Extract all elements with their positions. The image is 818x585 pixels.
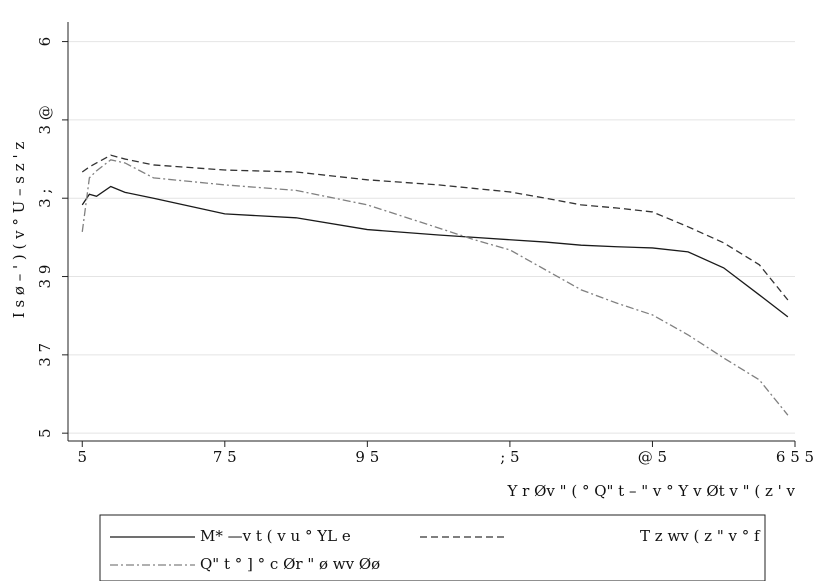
x-tick-label: 6 5 5 [776,448,814,466]
x-axis-title: Y r Øv " ( ° Q" t – " v ° Y v Øt v " ( z… [507,482,796,500]
y-axis-title: I s ø – ' ) ( v ° U – s z ' z [10,142,28,319]
legend-label: T z wv ( z " v ° f [640,527,761,545]
y-tick-label: 5 [36,428,54,438]
x-tick-label: @ 5 [638,448,667,466]
y-tick-label: 3 @ [36,105,54,134]
y-tick-label: 3 ; [36,189,54,208]
y-tick-label: 6 [36,37,54,47]
x-tick-label: 5 [77,448,87,466]
y-tick-label: 3 9 [36,265,54,289]
x-tick-label: 9 5 [355,448,379,466]
series-line [81,154,789,301]
legend-label: Q" t ° ] ° c Ør " ø wv Øø [200,555,380,573]
y-tick-label: 3 7 [36,343,54,367]
x-tick-label: 7 5 [213,448,237,466]
x-tick-label: ; 5 [500,448,519,466]
series-line [81,159,789,416]
series-line [81,185,789,318]
legend-label: M* —v t ( v u ° YL e [200,527,351,545]
